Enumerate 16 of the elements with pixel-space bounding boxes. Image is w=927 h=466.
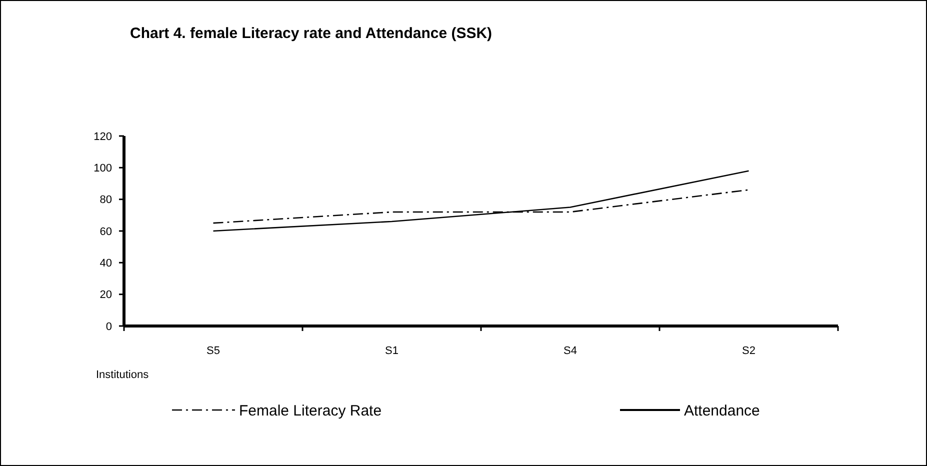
x-tick-label: S1 (385, 345, 398, 357)
legend-label: Female Literacy Rate (239, 402, 382, 420)
y-tick-label: 80 (100, 194, 112, 206)
chart-title: Chart 4. female Literacy rate and Attendance (SSK) (130, 25, 492, 42)
x-tick-label: S4 (564, 345, 577, 357)
y-tick-label: 40 (100, 258, 112, 270)
y-tick-label: 20 (100, 289, 112, 302)
y-tick-label: 0 (106, 320, 112, 333)
x-tick-label: S5 (206, 345, 220, 357)
x-tick-label: S2 (742, 345, 756, 357)
line-series (212, 170, 750, 232)
legend-label: Attendance (684, 402, 760, 420)
x-axis-title: Institutions (96, 369, 150, 381)
y-tick-label: 60 (100, 226, 112, 238)
y-tick-label: 120 (94, 130, 112, 143)
y-tick-label: 100 (94, 162, 112, 175)
